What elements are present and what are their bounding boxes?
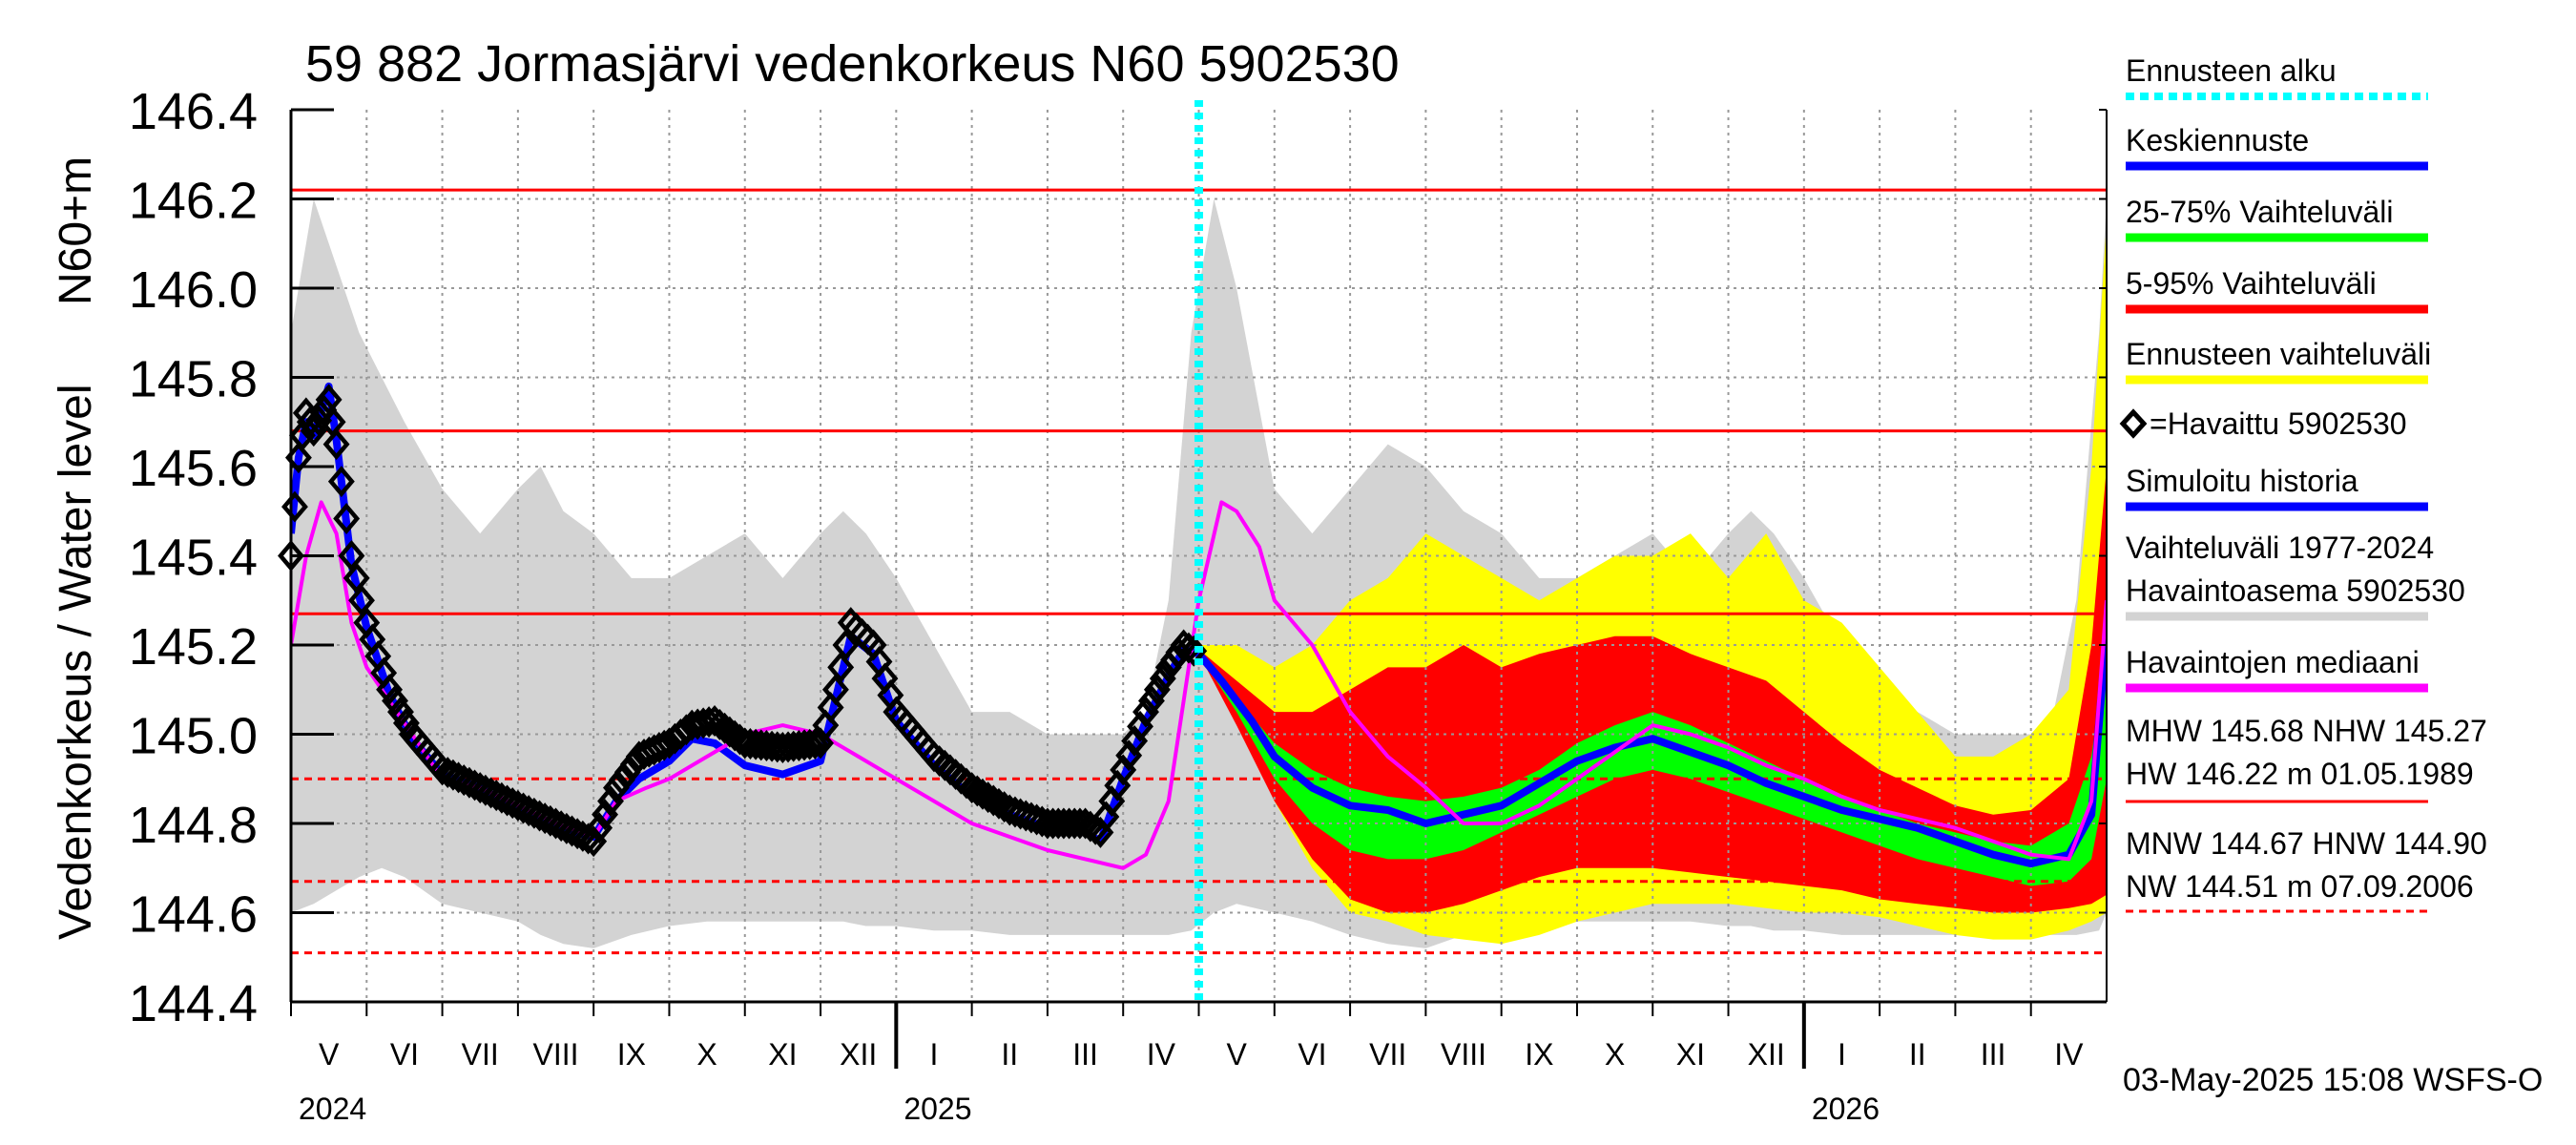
y-tick-label: 145.8: [129, 351, 258, 408]
observed-point: [387, 696, 414, 728]
observed-point: [821, 674, 849, 706]
y-axis-label: Vedenkorkeus / Water level: [51, 384, 101, 940]
observed-point: [613, 756, 641, 788]
observed-point: [1143, 674, 1171, 706]
month-label: III: [1072, 1037, 1098, 1072]
month-label: I: [1838, 1037, 1846, 1072]
month-label: XI: [768, 1037, 797, 1072]
y-tick-label: 144.4: [129, 975, 258, 1032]
observed-point: [827, 651, 855, 683]
y-tick-label: 146.2: [129, 173, 258, 230]
observed-point: [1137, 684, 1165, 717]
legend-label: Havaintojen mediaani: [2126, 645, 2420, 679]
month-label: VII: [1369, 1037, 1406, 1072]
y-tick-label: 144.6: [129, 886, 258, 944]
month-label: I: [930, 1037, 939, 1072]
observed-point: [382, 684, 408, 717]
observed-point: [807, 727, 834, 760]
month-label: IV: [1147, 1037, 1176, 1072]
year-label: 2024: [299, 1092, 366, 1126]
month-label: IX: [1525, 1037, 1553, 1072]
month-label: VIII: [533, 1037, 579, 1072]
month-label: XII: [840, 1037, 877, 1072]
axes-layer: 146.4 146.2 146.0 145.8 145.6 145.4 145.2 145.0…: [129, 83, 2108, 1126]
legend-label: Vaihteluväli 1977-2024: [2126, 531, 2434, 565]
legend-marker-icon: [2119, 408, 2148, 439]
month-label: VIII: [1441, 1037, 1486, 1072]
stats-text: HW 146.22 m 01.05.1989: [2126, 757, 2474, 791]
month-label: VI: [390, 1037, 419, 1072]
stats-text: NW 144.51 m 07.09.2006: [2126, 869, 2474, 904]
y-tick-label: 145.6: [129, 440, 258, 497]
observed-point: [322, 428, 350, 461]
grid-layer: [291, 110, 2107, 1002]
observed-point: [1061, 807, 1089, 840]
month-label: VI: [1298, 1037, 1326, 1072]
y-tick-label: 145.2: [129, 618, 258, 676]
observed-point: [651, 729, 678, 761]
month-label: X: [696, 1037, 717, 1072]
observed-point: [812, 709, 840, 741]
observed-point: [690, 707, 717, 739]
observed-point: [348, 584, 375, 616]
legend-label: Keskiennuste: [2126, 123, 2309, 157]
stats-text: MHW 145.68 NHW 145.27: [2126, 714, 2487, 748]
year-label: 2026: [1812, 1092, 1880, 1126]
observed-point: [338, 540, 365, 572]
month-label: V: [1226, 1037, 1247, 1072]
mean-forecast-line: [1195, 631, 2107, 868]
observed-point: [608, 763, 635, 796]
observed-point: [832, 629, 860, 661]
month-label: XI: [1676, 1037, 1705, 1072]
stats-text: MNW 144.67 HNW 144.90: [2126, 826, 2487, 861]
footer-timestamp: 03-May-2025 15:08 WSFS-O: [2123, 1062, 2543, 1098]
observed-point: [376, 674, 404, 706]
month-label: XII: [1748, 1037, 1785, 1072]
observed-point: [333, 503, 361, 535]
legend-label: 25-75% Vaihteluväli: [2126, 195, 2393, 229]
y-tick-label: 145.4: [129, 530, 258, 587]
month-label: II: [1909, 1037, 1926, 1072]
observed-point: [281, 490, 308, 523]
observed-point: [796, 728, 823, 760]
legend-label: =Havaittu 5902530: [2150, 406, 2407, 441]
observed-markers: [278, 384, 1208, 858]
observed-point: [801, 728, 829, 760]
month-label: V: [319, 1037, 340, 1072]
year-label: 2025: [904, 1092, 971, 1126]
month-label: VII: [462, 1037, 499, 1072]
observed-point: [1149, 662, 1176, 695]
y-tick-label: 145.0: [129, 708, 258, 765]
observed-point: [603, 772, 630, 804]
legend-label: Simuloitu historia: [2126, 464, 2358, 498]
y-tick-label: 146.4: [129, 83, 258, 140]
observed-point: [343, 562, 370, 594]
month-label: X: [1605, 1037, 1625, 1072]
observed-point: [296, 406, 323, 438]
month-label: II: [1001, 1037, 1018, 1072]
legend-label: Ennusteen vaihteluväli: [2126, 337, 2431, 371]
observed-point: [300, 415, 327, 448]
legend-label: 5-95% Vaihteluväli: [2126, 266, 2377, 301]
month-label: IX: [617, 1037, 646, 1072]
month-label: III: [1981, 1037, 2006, 1072]
legend: Ennusteen alku Keskiennuste 25-75% Vaihtel…: [2119, 53, 2487, 913]
y-axis-label-unit: N60+m: [51, 156, 101, 305]
observed-point: [1132, 696, 1159, 728]
observed-point: [392, 707, 420, 739]
month-label: IV: [2054, 1037, 2084, 1072]
observed-point: [327, 466, 355, 498]
legend-label: Ennusteen alku: [2126, 53, 2337, 88]
y-tick-label: 144.8: [129, 797, 258, 854]
chart-title: 59 882 Jormasjärvi vedenkorkeus N60 5902…: [305, 35, 1400, 93]
observed-point: [817, 691, 844, 723]
legend-label: Havaintoasema 5902530: [2126, 573, 2465, 608]
y-tick-label: 146.0: [129, 261, 258, 319]
